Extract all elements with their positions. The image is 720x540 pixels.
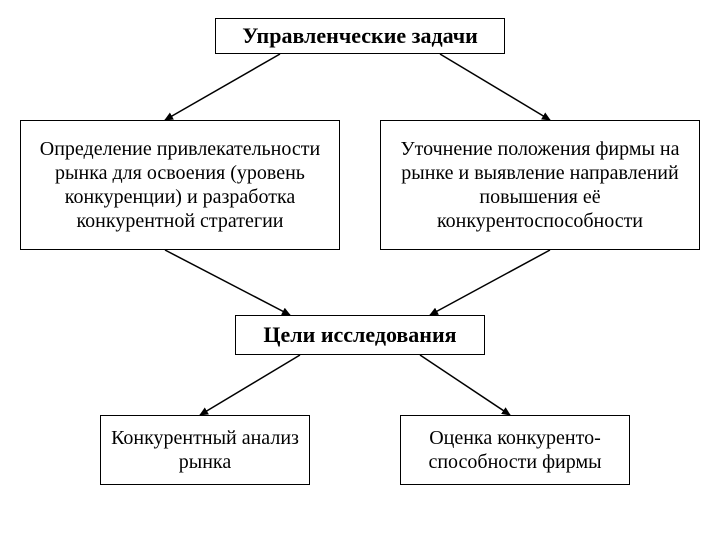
node-market-attractiveness: Определение привлекательности рынка для … [20, 120, 340, 250]
node-competitive-analysis: Конкурентный анализ рынка [100, 415, 310, 485]
node-label: Определение привлекательности рынка для … [21, 133, 339, 237]
node-label: Цели исследования [255, 318, 464, 352]
node-research-goals: Цели исследования [235, 315, 485, 355]
node-firm-position: Уточнение положения фирмы на рынке и выя… [380, 120, 700, 250]
node-label: Управленческие задачи [234, 19, 486, 53]
node-label: Оценка конкуренто­способности фирмы [401, 422, 629, 478]
node-label: Конкурентный анализ рынка [101, 422, 309, 478]
node-management-tasks: Управленческие задачи [215, 18, 505, 54]
diagram-canvas: Управленческие задачи Определение привле… [0, 0, 720, 540]
node-competitiveness-assessment: Оценка конкуренто­способности фирмы [400, 415, 630, 485]
node-label: Уточнение положения фирмы на рынке и выя… [381, 133, 699, 237]
